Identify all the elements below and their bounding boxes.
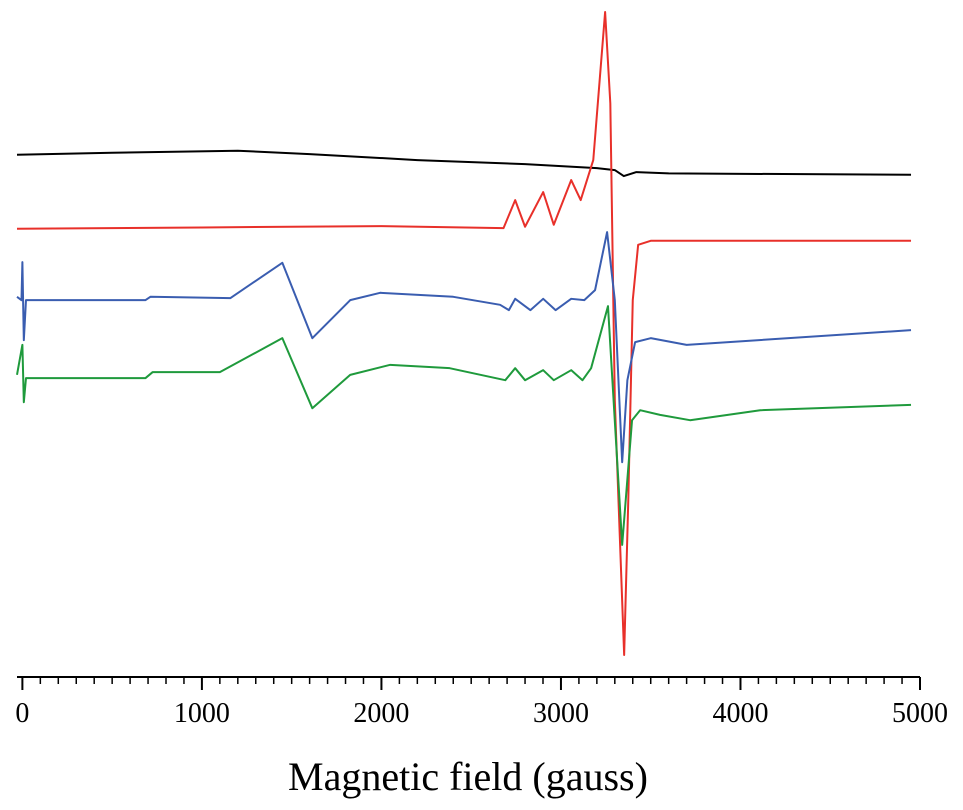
x-tick-label: 2000 bbox=[353, 698, 409, 729]
spectrum-line bbox=[16, 305, 912, 546]
spectrum-line bbox=[16, 11, 912, 656]
spectrum-line bbox=[16, 231, 912, 464]
spectrum-line bbox=[16, 149, 912, 178]
x-axis-title: Magnetic field (gauss) bbox=[288, 754, 648, 799]
x-tick-label: 0 bbox=[15, 698, 29, 729]
x-tick-label: 4000 bbox=[712, 698, 768, 729]
x-tick-label: 5000 bbox=[892, 698, 948, 729]
x-tick-label: 1000 bbox=[174, 698, 230, 729]
x-tick-label: 3000 bbox=[533, 698, 589, 729]
